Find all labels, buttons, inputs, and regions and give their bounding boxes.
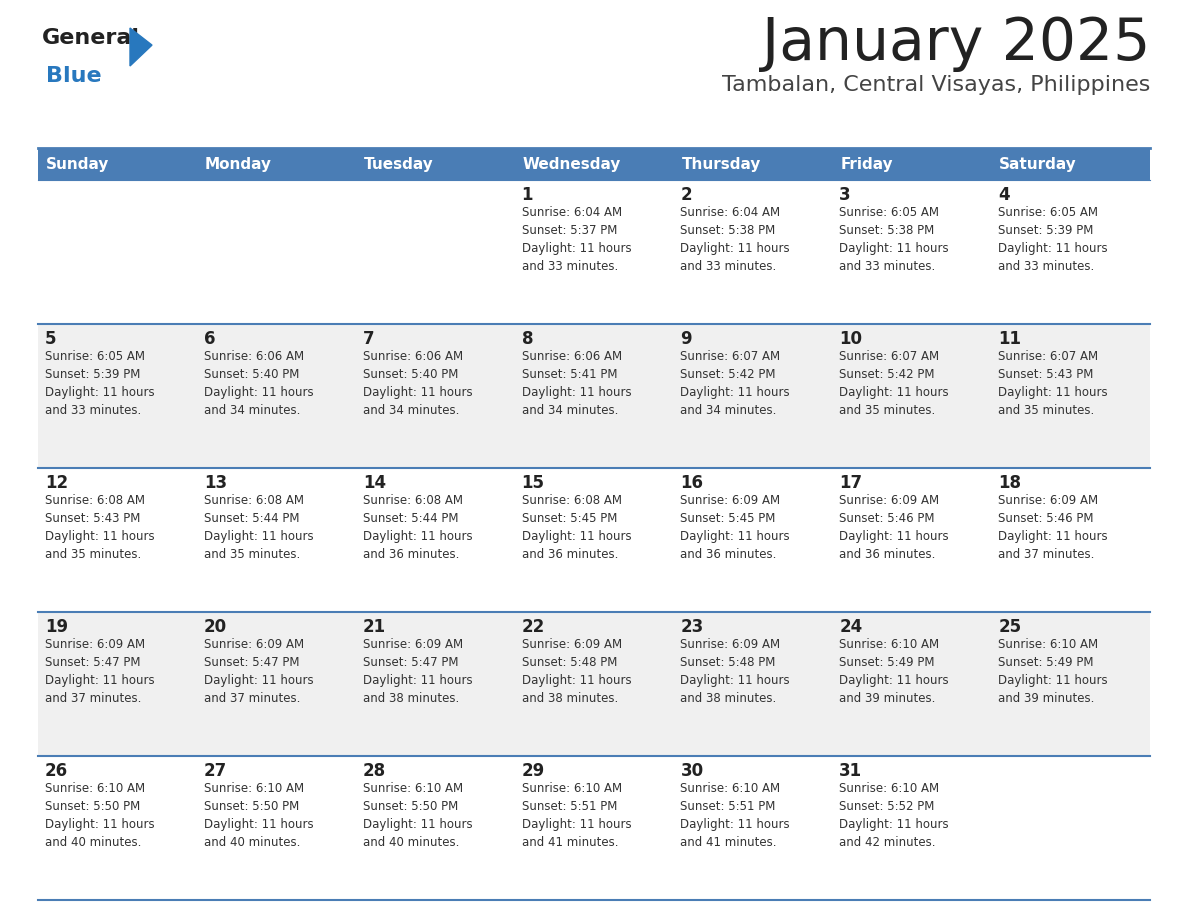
Text: 6: 6 <box>204 330 215 348</box>
Text: January 2025: January 2025 <box>762 15 1150 72</box>
Text: 31: 31 <box>839 762 862 780</box>
Text: 27: 27 <box>204 762 227 780</box>
Text: Wednesday: Wednesday <box>523 156 621 172</box>
Text: Sunrise: 6:10 AM
Sunset: 5:49 PM
Daylight: 11 hours
and 39 minutes.: Sunrise: 6:10 AM Sunset: 5:49 PM Dayligh… <box>998 638 1107 705</box>
Text: General: General <box>42 28 140 48</box>
Text: Sunrise: 6:10 AM
Sunset: 5:50 PM
Daylight: 11 hours
and 40 minutes.: Sunrise: 6:10 AM Sunset: 5:50 PM Dayligh… <box>362 782 473 849</box>
Bar <box>38 324 1150 468</box>
Text: Sunrise: 6:10 AM
Sunset: 5:50 PM
Daylight: 11 hours
and 40 minutes.: Sunrise: 6:10 AM Sunset: 5:50 PM Dayligh… <box>45 782 154 849</box>
Bar <box>514 148 674 180</box>
Bar <box>38 756 1150 900</box>
Text: Sunrise: 6:07 AM
Sunset: 5:42 PM
Daylight: 11 hours
and 35 minutes.: Sunrise: 6:07 AM Sunset: 5:42 PM Dayligh… <box>839 350 949 417</box>
Text: 23: 23 <box>681 618 703 636</box>
Text: Sunday: Sunday <box>46 156 109 172</box>
Bar <box>991 148 1150 180</box>
Text: 12: 12 <box>45 474 68 492</box>
Text: 11: 11 <box>998 330 1022 348</box>
Text: 21: 21 <box>362 618 386 636</box>
Text: 19: 19 <box>45 618 68 636</box>
Text: 28: 28 <box>362 762 386 780</box>
Text: 2: 2 <box>681 186 693 204</box>
Text: Saturday: Saturday <box>999 156 1076 172</box>
Text: Sunrise: 6:09 AM
Sunset: 5:47 PM
Daylight: 11 hours
and 38 minutes.: Sunrise: 6:09 AM Sunset: 5:47 PM Dayligh… <box>362 638 473 705</box>
Text: Sunrise: 6:08 AM
Sunset: 5:45 PM
Daylight: 11 hours
and 36 minutes.: Sunrise: 6:08 AM Sunset: 5:45 PM Dayligh… <box>522 494 631 561</box>
Text: Sunrise: 6:08 AM
Sunset: 5:43 PM
Daylight: 11 hours
and 35 minutes.: Sunrise: 6:08 AM Sunset: 5:43 PM Dayligh… <box>45 494 154 561</box>
Bar <box>38 148 197 180</box>
Text: Sunrise: 6:06 AM
Sunset: 5:41 PM
Daylight: 11 hours
and 34 minutes.: Sunrise: 6:06 AM Sunset: 5:41 PM Dayligh… <box>522 350 631 417</box>
Text: 4: 4 <box>998 186 1010 204</box>
Text: 29: 29 <box>522 762 545 780</box>
Polygon shape <box>129 28 152 66</box>
Text: Blue: Blue <box>46 66 102 86</box>
Text: Sunrise: 6:10 AM
Sunset: 5:51 PM
Daylight: 11 hours
and 41 minutes.: Sunrise: 6:10 AM Sunset: 5:51 PM Dayligh… <box>522 782 631 849</box>
Text: Sunrise: 6:08 AM
Sunset: 5:44 PM
Daylight: 11 hours
and 36 minutes.: Sunrise: 6:08 AM Sunset: 5:44 PM Dayligh… <box>362 494 473 561</box>
Bar <box>355 148 514 180</box>
Text: Sunrise: 6:09 AM
Sunset: 5:47 PM
Daylight: 11 hours
and 37 minutes.: Sunrise: 6:09 AM Sunset: 5:47 PM Dayligh… <box>45 638 154 705</box>
Text: Sunrise: 6:07 AM
Sunset: 5:42 PM
Daylight: 11 hours
and 34 minutes.: Sunrise: 6:07 AM Sunset: 5:42 PM Dayligh… <box>681 350 790 417</box>
Text: Sunrise: 6:10 AM
Sunset: 5:50 PM
Daylight: 11 hours
and 40 minutes.: Sunrise: 6:10 AM Sunset: 5:50 PM Dayligh… <box>204 782 314 849</box>
Text: Tambalan, Central Visayas, Philippines: Tambalan, Central Visayas, Philippines <box>721 75 1150 95</box>
Text: Sunrise: 6:10 AM
Sunset: 5:52 PM
Daylight: 11 hours
and 42 minutes.: Sunrise: 6:10 AM Sunset: 5:52 PM Dayligh… <box>839 782 949 849</box>
Text: 22: 22 <box>522 618 545 636</box>
Text: 9: 9 <box>681 330 693 348</box>
Text: Sunrise: 6:09 AM
Sunset: 5:48 PM
Daylight: 11 hours
and 38 minutes.: Sunrise: 6:09 AM Sunset: 5:48 PM Dayligh… <box>522 638 631 705</box>
Bar <box>38 468 1150 612</box>
Text: 3: 3 <box>839 186 851 204</box>
Text: Monday: Monday <box>204 156 272 172</box>
Text: 17: 17 <box>839 474 862 492</box>
Text: Sunrise: 6:09 AM
Sunset: 5:47 PM
Daylight: 11 hours
and 37 minutes.: Sunrise: 6:09 AM Sunset: 5:47 PM Dayligh… <box>204 638 314 705</box>
Text: 30: 30 <box>681 762 703 780</box>
Text: Sunrise: 6:07 AM
Sunset: 5:43 PM
Daylight: 11 hours
and 35 minutes.: Sunrise: 6:07 AM Sunset: 5:43 PM Dayligh… <box>998 350 1107 417</box>
Text: 10: 10 <box>839 330 862 348</box>
Text: 25: 25 <box>998 618 1022 636</box>
Text: Sunrise: 6:06 AM
Sunset: 5:40 PM
Daylight: 11 hours
and 34 minutes.: Sunrise: 6:06 AM Sunset: 5:40 PM Dayligh… <box>204 350 314 417</box>
Bar <box>38 180 1150 324</box>
Bar <box>833 148 991 180</box>
Text: Friday: Friday <box>840 156 893 172</box>
Bar <box>197 148 355 180</box>
Text: 16: 16 <box>681 474 703 492</box>
Text: 5: 5 <box>45 330 57 348</box>
Bar <box>674 148 833 180</box>
Text: Sunrise: 6:10 AM
Sunset: 5:51 PM
Daylight: 11 hours
and 41 minutes.: Sunrise: 6:10 AM Sunset: 5:51 PM Dayligh… <box>681 782 790 849</box>
Bar <box>38 612 1150 756</box>
Text: Sunrise: 6:09 AM
Sunset: 5:46 PM
Daylight: 11 hours
and 36 minutes.: Sunrise: 6:09 AM Sunset: 5:46 PM Dayligh… <box>839 494 949 561</box>
Text: 15: 15 <box>522 474 544 492</box>
Text: Thursday: Thursday <box>682 156 760 172</box>
Text: 26: 26 <box>45 762 68 780</box>
Text: 13: 13 <box>204 474 227 492</box>
Text: 20: 20 <box>204 618 227 636</box>
Text: Sunrise: 6:09 AM
Sunset: 5:45 PM
Daylight: 11 hours
and 36 minutes.: Sunrise: 6:09 AM Sunset: 5:45 PM Dayligh… <box>681 494 790 561</box>
Text: 7: 7 <box>362 330 374 348</box>
Text: Sunrise: 6:05 AM
Sunset: 5:38 PM
Daylight: 11 hours
and 33 minutes.: Sunrise: 6:05 AM Sunset: 5:38 PM Dayligh… <box>839 206 949 273</box>
Text: 14: 14 <box>362 474 386 492</box>
Text: 18: 18 <box>998 474 1022 492</box>
Text: Sunrise: 6:06 AM
Sunset: 5:40 PM
Daylight: 11 hours
and 34 minutes.: Sunrise: 6:06 AM Sunset: 5:40 PM Dayligh… <box>362 350 473 417</box>
Text: Sunrise: 6:10 AM
Sunset: 5:49 PM
Daylight: 11 hours
and 39 minutes.: Sunrise: 6:10 AM Sunset: 5:49 PM Dayligh… <box>839 638 949 705</box>
Text: Sunrise: 6:09 AM
Sunset: 5:48 PM
Daylight: 11 hours
and 38 minutes.: Sunrise: 6:09 AM Sunset: 5:48 PM Dayligh… <box>681 638 790 705</box>
Text: Sunrise: 6:08 AM
Sunset: 5:44 PM
Daylight: 11 hours
and 35 minutes.: Sunrise: 6:08 AM Sunset: 5:44 PM Dayligh… <box>204 494 314 561</box>
Text: Sunrise: 6:05 AM
Sunset: 5:39 PM
Daylight: 11 hours
and 33 minutes.: Sunrise: 6:05 AM Sunset: 5:39 PM Dayligh… <box>998 206 1107 273</box>
Text: 24: 24 <box>839 618 862 636</box>
Text: Sunrise: 6:04 AM
Sunset: 5:38 PM
Daylight: 11 hours
and 33 minutes.: Sunrise: 6:04 AM Sunset: 5:38 PM Dayligh… <box>681 206 790 273</box>
Text: Tuesday: Tuesday <box>364 156 434 172</box>
Text: 8: 8 <box>522 330 533 348</box>
Text: Sunrise: 6:09 AM
Sunset: 5:46 PM
Daylight: 11 hours
and 37 minutes.: Sunrise: 6:09 AM Sunset: 5:46 PM Dayligh… <box>998 494 1107 561</box>
Text: Sunrise: 6:04 AM
Sunset: 5:37 PM
Daylight: 11 hours
and 33 minutes.: Sunrise: 6:04 AM Sunset: 5:37 PM Dayligh… <box>522 206 631 273</box>
Text: Sunrise: 6:05 AM
Sunset: 5:39 PM
Daylight: 11 hours
and 33 minutes.: Sunrise: 6:05 AM Sunset: 5:39 PM Dayligh… <box>45 350 154 417</box>
Text: 1: 1 <box>522 186 533 204</box>
